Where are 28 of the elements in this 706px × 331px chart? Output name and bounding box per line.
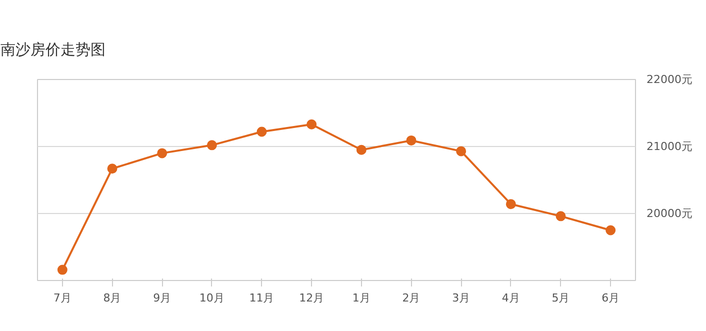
x-tick-label: 11月 [249,292,274,304]
x-tick-label: 2月 [402,292,420,304]
point [556,211,566,222]
x-tick-label: 3月 [452,292,470,304]
x-tick-label: 4月 [502,292,520,304]
x-tick-label: 1月 [352,292,370,304]
point [606,225,616,236]
y-tick-label: 21000元 [646,140,692,153]
point [206,140,217,150]
x-tick-label: 10月 [199,292,224,304]
x-tick-label: 9月 [153,292,172,304]
y-tick-label: 22000元 [646,73,692,86]
point [506,199,516,210]
point [256,126,267,137]
x-tick-label: 5月 [552,292,570,304]
x-tick-label: 12月 [299,292,324,304]
y-tick-label: 20000元 [646,207,692,220]
point [57,264,68,275]
point [306,119,317,130]
point [356,144,366,155]
x-tick-label: 6月 [602,292,620,304]
point [406,135,416,146]
point [157,148,168,158]
chart-title: 南沙房价走势图 [0,40,106,58]
x-tick-label: 8月 [103,292,122,304]
point [107,164,118,174]
point [456,146,466,156]
x-tick-label: 7月 [53,292,72,304]
